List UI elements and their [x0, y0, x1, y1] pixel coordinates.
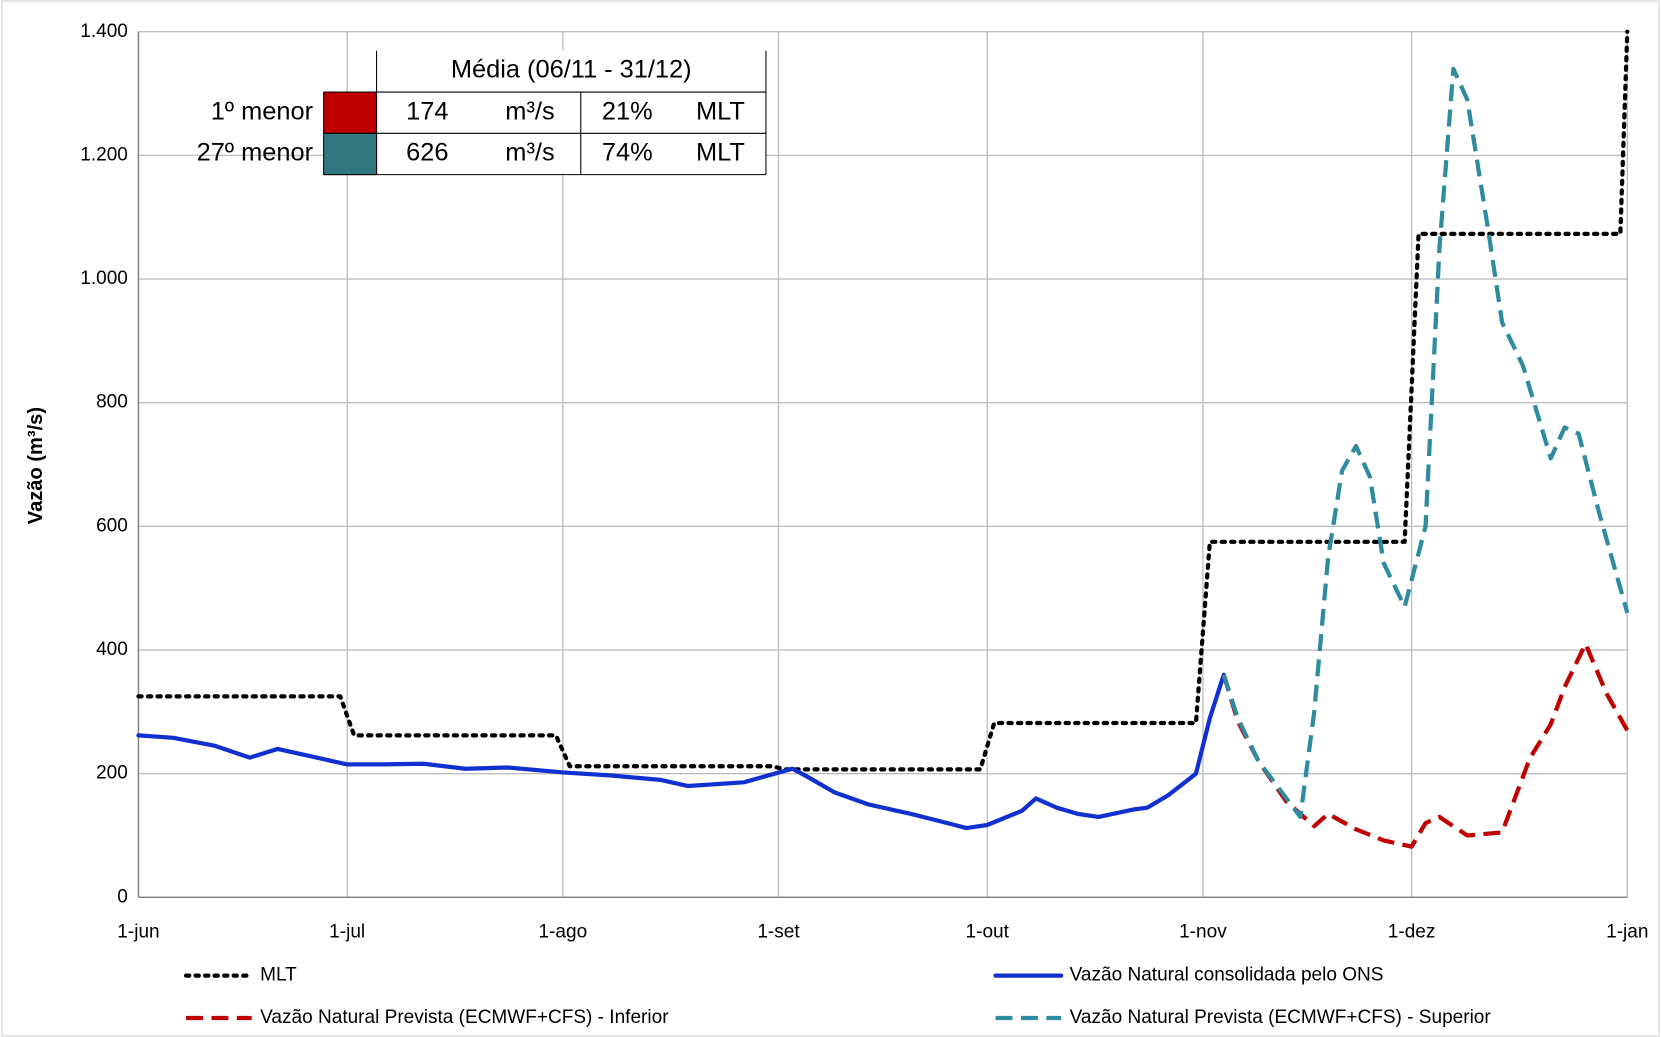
summary-table: Média (06/11 - 31/12) 1º menor 174 m³/s 21% M… — [197, 50, 767, 176]
table-cell: 21% — [602, 97, 653, 125]
x-tick-label: 1-out — [966, 921, 1010, 942]
legend-label: Vazão Natural consolidada pelo ONS — [1070, 965, 1384, 986]
x-tick-label: 1-jun — [117, 921, 159, 942]
legend-label: Vazão Natural Prevista (ECMWF+CFS) - Inf… — [260, 1007, 669, 1028]
series-line — [136, 672, 1226, 831]
table-row-label: 27º menor — [197, 139, 314, 167]
y-tick-label: 1.000 — [80, 268, 128, 289]
table-header: Média (06/11 - 31/12) — [451, 56, 692, 84]
y-tick-label: 200 — [96, 763, 128, 784]
table-cell: 74% — [602, 139, 653, 167]
table-cell: MLT — [696, 97, 745, 125]
x-tick-label: 1-nov — [1179, 921, 1227, 942]
y-tick-label: 1.200 — [80, 144, 128, 165]
x-tick-label: 1-jan — [1606, 921, 1648, 942]
series-line — [1221, 66, 1630, 820]
y-axis-label: Vazão (m³/s) — [25, 407, 47, 524]
y-tick-label: 600 — [96, 515, 128, 536]
y-tick-label: 800 — [96, 392, 128, 413]
table-swatch — [323, 132, 378, 176]
y-tick-label: 1.400 — [80, 21, 128, 42]
series-line — [136, 29, 1630, 772]
legend-label: MLT — [260, 965, 297, 986]
table-cell: 626 — [406, 139, 448, 167]
table-cell: 174 — [406, 97, 448, 125]
x-tick-label: 1-jul — [329, 921, 365, 942]
table-cell: m³/s — [505, 97, 554, 125]
x-tick-label: 1-ago — [539, 921, 588, 942]
table-cell: m³/s — [505, 139, 554, 167]
table-cell: MLT — [696, 139, 745, 167]
table-row-label: 1º menor — [211, 97, 314, 125]
legend-label: Vazão Natural Prevista (ECMWF+CFS) - Sup… — [1070, 1007, 1492, 1028]
table-swatch — [323, 91, 378, 134]
table-bg — [376, 50, 766, 175]
x-tick-label: 1-dez — [1388, 921, 1436, 942]
y-tick-label: 400 — [96, 639, 128, 660]
y-tick-label: 0 — [117, 886, 128, 907]
x-tick-label: 1-set — [757, 921, 800, 942]
